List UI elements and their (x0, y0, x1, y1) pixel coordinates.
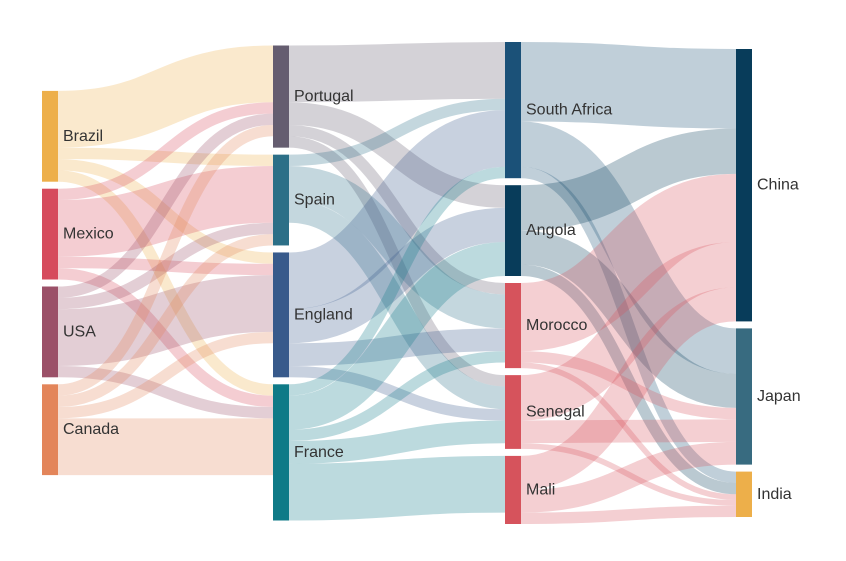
link-usa-to-france[interactable] (57, 365, 274, 419)
link-south-africa-to-china[interactable] (520, 42, 737, 129)
node-canada[interactable] (42, 384, 58, 476)
link-portugal-to-senegal[interactable] (288, 136, 506, 387)
link-spain-to-morocco[interactable] (288, 166, 506, 329)
node-label-south-africa: South Africa (526, 102, 612, 119)
node-morocco[interactable] (505, 283, 521, 369)
link-canada-to-portugal[interactable] (57, 124, 274, 396)
link-angola-to-china[interactable] (520, 128, 737, 231)
link-brazil-to-england[interactable] (57, 159, 274, 264)
node-mali[interactable] (505, 455, 521, 524)
node-senegal[interactable] (505, 375, 521, 449)
node-mexico[interactable] (42, 188, 58, 280)
link-france-to-morocco[interactable] (288, 351, 506, 442)
node-china[interactable] (736, 49, 752, 322)
node-japan[interactable] (736, 328, 752, 465)
node-portugal[interactable] (273, 45, 289, 148)
link-senegal-to-china[interactable] (519, 241, 738, 421)
node-label-usa: USA (63, 323, 96, 340)
link-france-to-south-africa[interactable] (288, 166, 506, 396)
node-label-spain: Spain (294, 192, 335, 209)
link-canada-to-spain[interactable] (57, 234, 274, 407)
link-mexico-to-portugal[interactable] (57, 102, 274, 201)
node-label-england: England (294, 306, 353, 323)
node-label-morocco: Morocco (526, 317, 587, 334)
link-france-to-angola[interactable] (288, 241, 506, 430)
link-morocco-to-india[interactable] (520, 362, 737, 500)
link-france-to-mali[interactable] (288, 455, 506, 521)
link-england-to-south-africa[interactable] (287, 110, 507, 310)
link-mexico-to-spain[interactable] (57, 166, 274, 257)
link-south-africa-to-japan[interactable] (519, 121, 738, 374)
link-brazil-to-portugal[interactable] (57, 45, 274, 148)
link-england-to-senegal[interactable] (288, 365, 506, 421)
labels-layer: Brazil Mexico USA Canada Portugal Spain Englan… (63, 88, 801, 503)
node-angola[interactable] (505, 185, 521, 276)
link-mali-to-india[interactable] (520, 505, 737, 524)
link-mexico-to-france[interactable] (57, 268, 274, 407)
link-mali-to-china[interactable] (519, 287, 738, 490)
node-brazil[interactable] (42, 90, 58, 182)
node-france[interactable] (273, 384, 289, 521)
link-usa-to-spain[interactable] (57, 222, 274, 310)
link-spain-to-south-africa[interactable] (288, 98, 506, 166)
link-mexico-to-england[interactable] (57, 256, 274, 276)
node-england[interactable] (273, 252, 289, 378)
link-portugal-to-morocco[interactable] (288, 124, 506, 295)
link-france-to-senegal[interactable] (288, 420, 506, 464)
node-label-india: India (757, 486, 792, 503)
link-spain-to-senegal[interactable] (288, 200, 506, 410)
node-label-china: China (757, 177, 799, 194)
node-label-france: France (294, 444, 344, 461)
link-england-to-morocco[interactable] (288, 328, 506, 366)
link-brazil-to-spain[interactable] (57, 147, 274, 166)
link-usa-to-england[interactable] (57, 275, 274, 366)
nodes-layer (42, 42, 752, 524)
node-label-canada: Canada (63, 421, 119, 438)
link-angola-to-india[interactable] (520, 264, 737, 495)
link-south-africa-to-india[interactable] (520, 166, 737, 483)
node-south-africa[interactable] (505, 42, 521, 179)
link-senegal-to-japan[interactable] (520, 419, 737, 444)
node-usa[interactable] (42, 286, 58, 378)
link-senegal-to-india[interactable] (520, 443, 737, 506)
node-label-mali: Mali (526, 481, 555, 498)
node-label-senegal: Senegal (526, 404, 585, 421)
link-angola-to-japan[interactable] (520, 230, 737, 408)
node-label-angola: Angola (526, 222, 576, 239)
link-portugal-to-south-africa[interactable] (288, 42, 506, 103)
link-portugal-to-angola[interactable] (288, 102, 506, 208)
node-label-mexico: Mexico (63, 226, 114, 243)
links-layer (57, 42, 738, 524)
node-india[interactable] (736, 471, 752, 517)
node-spain[interactable] (273, 154, 289, 246)
link-brazil-to-france[interactable] (57, 170, 274, 396)
link-england-to-angola[interactable] (288, 207, 506, 344)
link-canada-to-england[interactable] (57, 331, 274, 419)
link-mali-to-japan[interactable] (520, 441, 737, 513)
link-morocco-to-japan[interactable] (520, 351, 737, 420)
link-morocco-to-china[interactable] (519, 173, 738, 352)
node-label-japan: Japan (757, 388, 801, 405)
node-label-portugal: Portugal (294, 88, 354, 105)
node-label-brazil: Brazil (63, 128, 103, 145)
link-usa-to-portugal[interactable] (57, 113, 274, 298)
